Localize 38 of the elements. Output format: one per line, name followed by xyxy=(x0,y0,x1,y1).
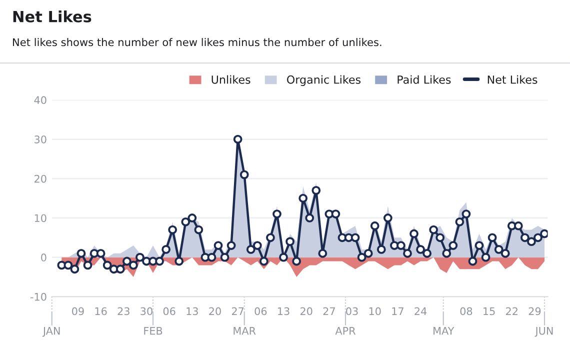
chart-subtitle: Net likes shows the number of new likes minus the number of unlikes. xyxy=(13,38,382,46)
legend-label: Organic Likes xyxy=(287,75,361,86)
x2-tick-label: APR xyxy=(335,327,356,335)
legend-label: Unlikes xyxy=(212,75,250,84)
x2-tick-label: MAY xyxy=(434,327,454,335)
x-tick-label: 13 xyxy=(186,307,198,316)
x-tick-label: 29 xyxy=(528,307,541,316)
x-tick-label: 17 xyxy=(392,307,404,315)
x-tick-label: 06 xyxy=(163,307,176,316)
y-tick-label: -10 xyxy=(30,292,46,301)
y-tick-label: 20 xyxy=(34,174,46,183)
x-tick-label: 22 xyxy=(506,307,518,315)
x2-tick-label: FEB xyxy=(144,327,162,335)
y-tick-label: 30 xyxy=(34,135,46,144)
legend-label: Paid Likes xyxy=(398,75,451,84)
x-tick-label: 09 xyxy=(72,307,84,316)
x-tick-label: 24 xyxy=(414,307,427,315)
x-tick-label: 08 xyxy=(460,307,472,316)
x2-tick-label: MAR xyxy=(234,327,256,335)
x-tick-label: 16 xyxy=(95,307,107,316)
x-tick-label: 27 xyxy=(232,307,244,315)
x-tick-label: 23 xyxy=(118,307,130,316)
chart-title: Net Likes xyxy=(13,10,92,22)
x-tick-label: 10 xyxy=(369,307,381,316)
x-tick-label: 15 xyxy=(484,307,495,316)
x-tick-label: 20 xyxy=(300,307,312,316)
x-tick-label: 03 xyxy=(346,307,358,316)
x-tick-label: 20 xyxy=(209,307,221,316)
x-tick-label: 27 xyxy=(323,307,335,315)
x-tick-label: 30 xyxy=(140,307,152,316)
y-tick-label: 10 xyxy=(34,214,46,222)
legend-label: Net Likes xyxy=(488,75,538,84)
x2-tick-label: JAN xyxy=(42,327,60,337)
x-tick-label: 13 xyxy=(278,307,290,316)
x-tick-label: 06 xyxy=(254,307,267,316)
x2-tick-label: JUN xyxy=(534,327,553,337)
y-tick-label: 0 xyxy=(41,254,46,262)
y-tick-label: 40 xyxy=(34,96,46,104)
